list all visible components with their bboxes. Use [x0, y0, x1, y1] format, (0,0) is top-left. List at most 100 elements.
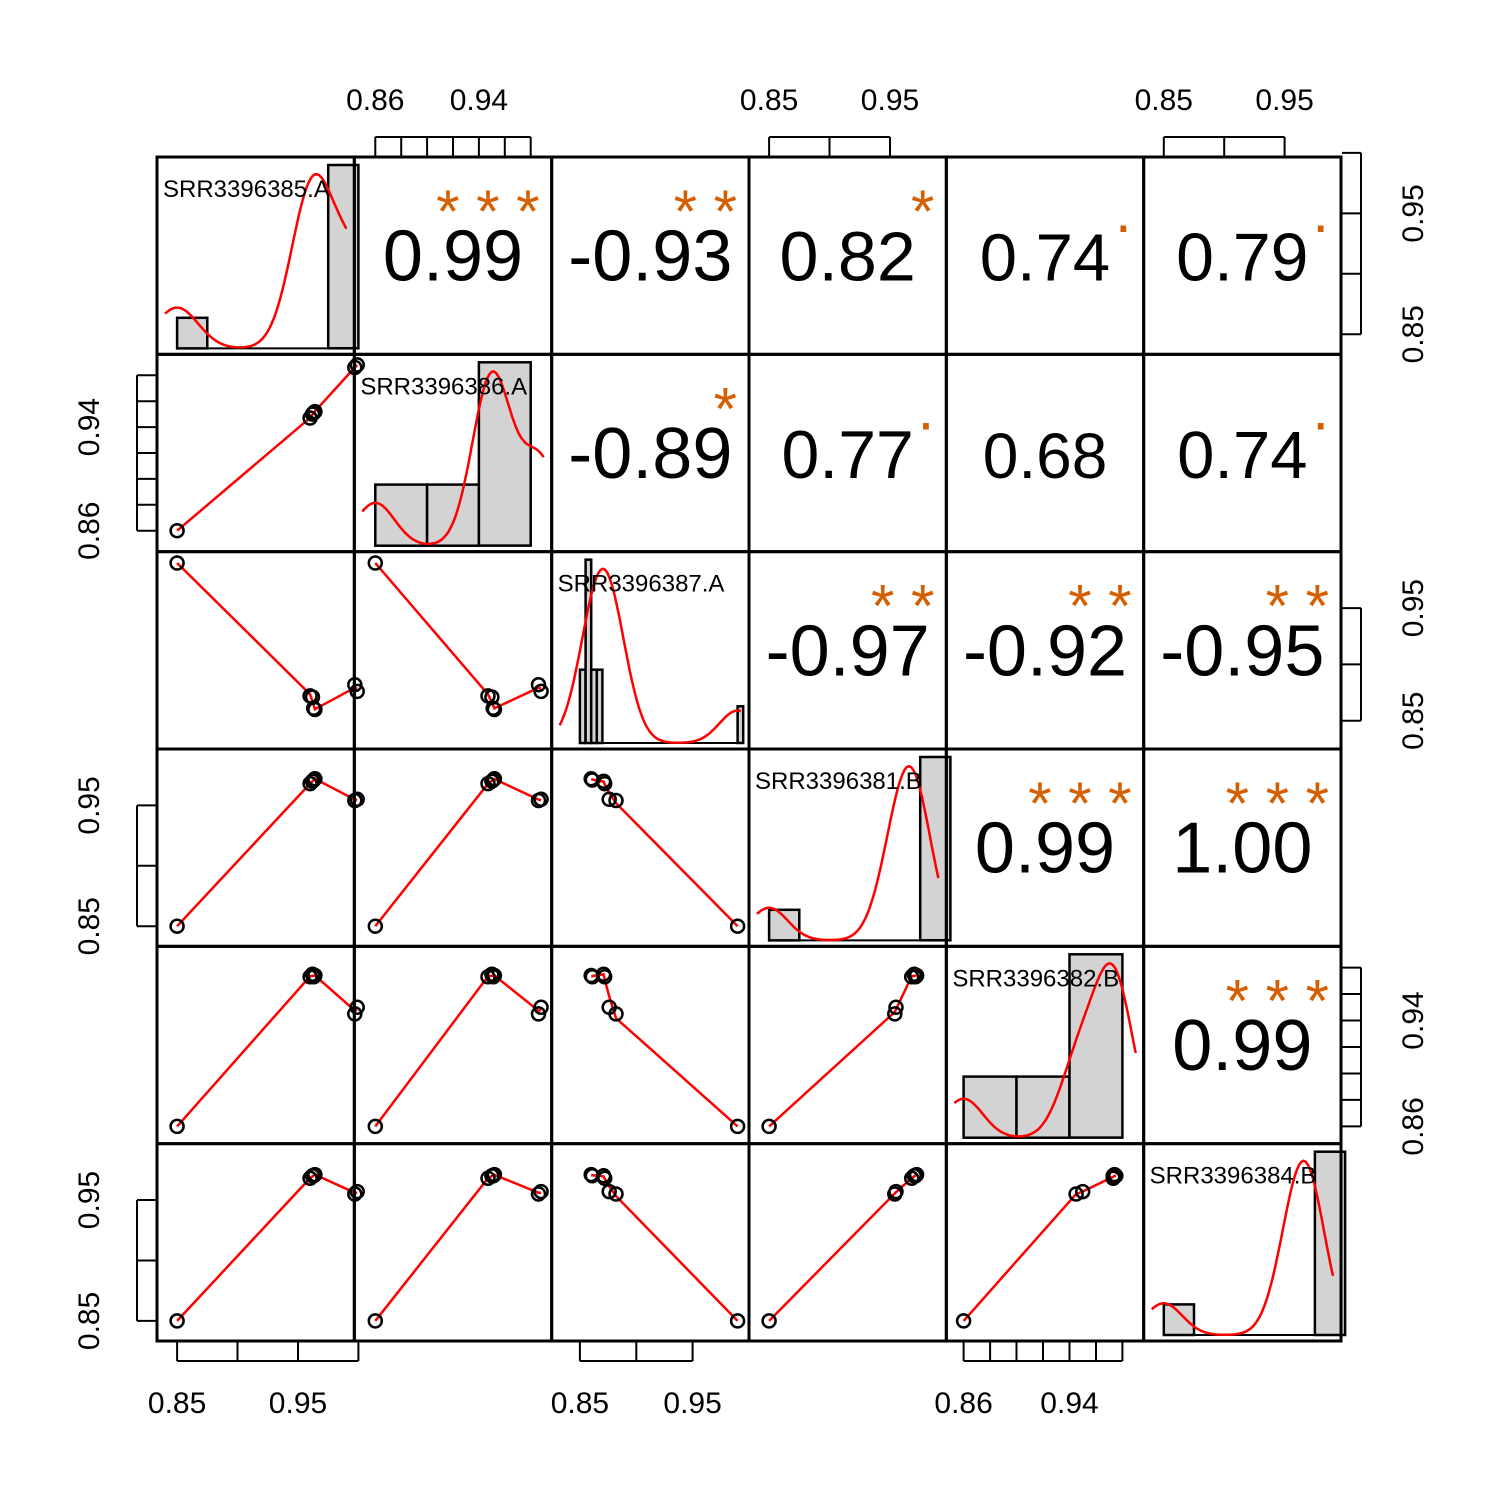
data-point	[349, 1183, 365, 1200]
y-tick-label: 0.94	[1397, 991, 1430, 1049]
corr-panel-r1-c5: 0.74.	[1177, 375, 1329, 493]
corr-panel-r2-c5: -0.95* *	[1160, 573, 1329, 692]
data-point	[761, 1313, 777, 1329]
correlation-value: 0.74	[980, 221, 1110, 296]
data-point	[367, 1313, 384, 1329]
panel-r3-c3: SRR3396381.B	[755, 755, 952, 942]
corr-panel-r3-c5: 1.00* * *	[1172, 770, 1329, 889]
axis-var-0: 0.85 0.95 0.85 0.95	[148, 151, 1430, 1420]
data-point	[169, 918, 185, 934]
significance-stars: * *	[1266, 573, 1329, 640]
histogram-bar	[374, 483, 429, 547]
density-curve	[164, 172, 348, 349]
y-tick-label: 0.85	[1397, 305, 1430, 363]
data-point	[533, 683, 549, 700]
data-point	[485, 772, 501, 788]
corr-panel-r0-c5: 0.79.	[1176, 178, 1329, 296]
data-point	[305, 405, 322, 421]
data-point	[485, 969, 501, 985]
data-point	[608, 792, 624, 809]
panel-r4-c1	[367, 966, 549, 1135]
significance-stars: .	[1115, 178, 1132, 245]
data-point	[302, 775, 318, 792]
panel-frame	[944, 1142, 1146, 1343]
data-point	[485, 1168, 501, 1184]
corr-panel-r0-c4: 0.74.	[980, 178, 1132, 296]
x-tick-label: 0.85	[148, 1387, 206, 1420]
data-point	[349, 999, 365, 1016]
density-curve	[1150, 1159, 1335, 1336]
data-point	[729, 918, 746, 934]
y-tick-label: 0.95	[73, 776, 106, 834]
panel-frame	[155, 550, 356, 751]
corr-panel-r1-c3: 0.77.	[781, 375, 934, 493]
fit-line	[374, 777, 542, 927]
variable-label: SRR3396387.A	[558, 571, 725, 598]
x-tick-label: 0.86	[346, 84, 404, 117]
panels-layer: SRR3396385.A SRR3396386.A SRR3396387.A SRR3…	[155, 155, 1347, 1343]
data-point	[480, 969, 496, 985]
x-tick-label: 0.95	[861, 84, 919, 117]
correlation-value: 1.00	[1172, 809, 1312, 889]
x-tick-label: 0.86	[934, 1387, 992, 1420]
axes-layer: 0.85 0.95 0.85 0.95 0.86 0.94 0.86 0.94 0.85 0.95…	[73, 84, 1430, 1420]
x-tick-label: 0.95	[1255, 84, 1313, 117]
panel-r3-c0	[169, 771, 365, 934]
variable-label: SRR3396384.B	[1150, 1163, 1317, 1190]
fit-line	[590, 1173, 739, 1322]
data-point	[608, 1186, 624, 1202]
correlation-value: -0.97	[766, 611, 930, 691]
data-point	[584, 772, 601, 788]
variable-label: SRR3396382.B	[952, 965, 1119, 992]
data-point	[367, 918, 384, 934]
axis-var-2: 0.85 0.95 0.85 0.95	[551, 579, 1430, 1420]
data-point	[367, 555, 384, 571]
data-point	[601, 999, 617, 1016]
panel-r5-c1	[367, 1166, 549, 1329]
data-point	[584, 969, 601, 985]
histogram-bar	[425, 483, 481, 547]
panel-r3-c2	[583, 771, 746, 934]
significance-stars: .	[1312, 375, 1329, 442]
variable-label: SRR3396385.A	[163, 176, 330, 203]
panel-r4-c3	[761, 966, 925, 1135]
axis-var-3: 0.85 0.95 0.85 0.95	[73, 84, 919, 955]
axis-var-5: 0.85 0.95 0.85 0.95	[73, 84, 1314, 1350]
panel-frame	[550, 944, 751, 1146]
correlation-value: 0.99	[383, 217, 523, 297]
data-point	[485, 700, 501, 717]
data-point	[305, 772, 322, 788]
data-point	[761, 1118, 777, 1135]
correlation-value: -0.93	[568, 217, 732, 297]
significance-stars: * * *	[1028, 770, 1131, 837]
x-tick-label: 0.94	[450, 84, 508, 117]
data-point	[305, 1168, 322, 1184]
panel-frame	[352, 550, 554, 751]
y-tick-label: 0.95	[1397, 579, 1430, 637]
data-point	[530, 1186, 547, 1202]
significance-stars: *	[911, 178, 934, 245]
significance-stars: *	[714, 375, 737, 442]
data-point	[888, 1183, 904, 1200]
density-curve	[558, 567, 742, 744]
panel-frame	[1142, 1142, 1343, 1343]
y-tick-label: 0.86	[73, 502, 106, 560]
data-point	[169, 522, 185, 539]
data-point	[887, 1006, 903, 1022]
y-tick-label: 0.85	[73, 1292, 106, 1350]
data-point	[888, 999, 904, 1016]
significance-stars: * *	[1068, 573, 1131, 640]
significance-stars: .	[918, 375, 935, 442]
data-point	[729, 1313, 746, 1329]
fit-line	[374, 974, 542, 1128]
significance-stars: * * *	[1226, 770, 1329, 837]
data-point	[601, 791, 617, 808]
fit-line	[176, 974, 358, 1128]
panel-r2-c2: SRR3396387.A	[558, 558, 745, 745]
panel-frame	[550, 1142, 751, 1343]
corr-panel-r1-c4: 0.68	[983, 420, 1108, 492]
density-curve	[953, 962, 1137, 1138]
panel-r4-c4: SRR3396382.B	[952, 953, 1137, 1139]
y-tick-label: 0.94	[73, 398, 106, 456]
panel-r5-c0	[169, 1166, 365, 1329]
